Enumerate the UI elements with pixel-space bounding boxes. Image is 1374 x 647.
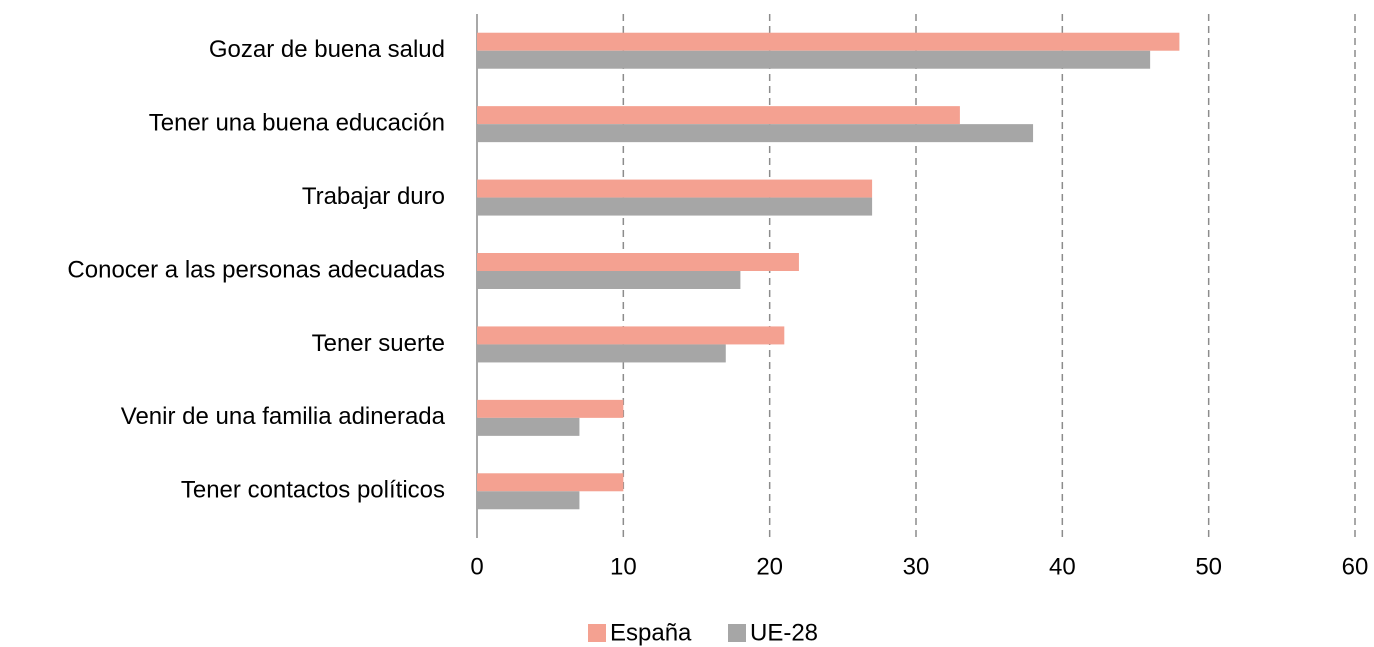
x-tick-label: 10	[610, 553, 637, 580]
y-tick-label: Gozar de buena salud	[209, 36, 445, 63]
y-tick-label: Tener contactos políticos	[181, 477, 445, 504]
y-tick-label: Conocer a las personas adecuadas	[67, 256, 445, 283]
x-tick-label: 0	[470, 553, 483, 580]
y-tick-label: Trabajar duro	[302, 183, 445, 210]
bar	[477, 197, 873, 216]
x-tick-label: 20	[756, 553, 783, 580]
bar	[477, 344, 726, 363]
bar	[477, 50, 1151, 69]
x-tick-label: 30	[903, 553, 930, 580]
x-tick-label: 40	[1049, 553, 1076, 580]
y-tick-label: Venir de una familia adinerada	[121, 403, 446, 430]
bar	[477, 326, 785, 345]
bar	[477, 106, 960, 125]
bar	[477, 179, 873, 198]
legend-label: España	[610, 619, 692, 646]
y-tick-label: Tener una buena educación	[149, 109, 445, 136]
bar	[477, 491, 580, 510]
bar	[477, 417, 580, 436]
legend-label: UE-28	[750, 619, 818, 646]
x-tick-label: 50	[1195, 553, 1222, 580]
x-tick-label: 60	[1342, 553, 1369, 580]
legend-swatch	[588, 624, 606, 642]
bar	[477, 399, 624, 418]
bar	[477, 253, 799, 271]
legend-swatch	[728, 624, 746, 642]
bar	[477, 32, 1180, 51]
bar	[477, 473, 624, 492]
bar	[477, 271, 741, 289]
bar	[477, 124, 1034, 143]
y-tick-label: Tener suerte	[312, 330, 445, 357]
